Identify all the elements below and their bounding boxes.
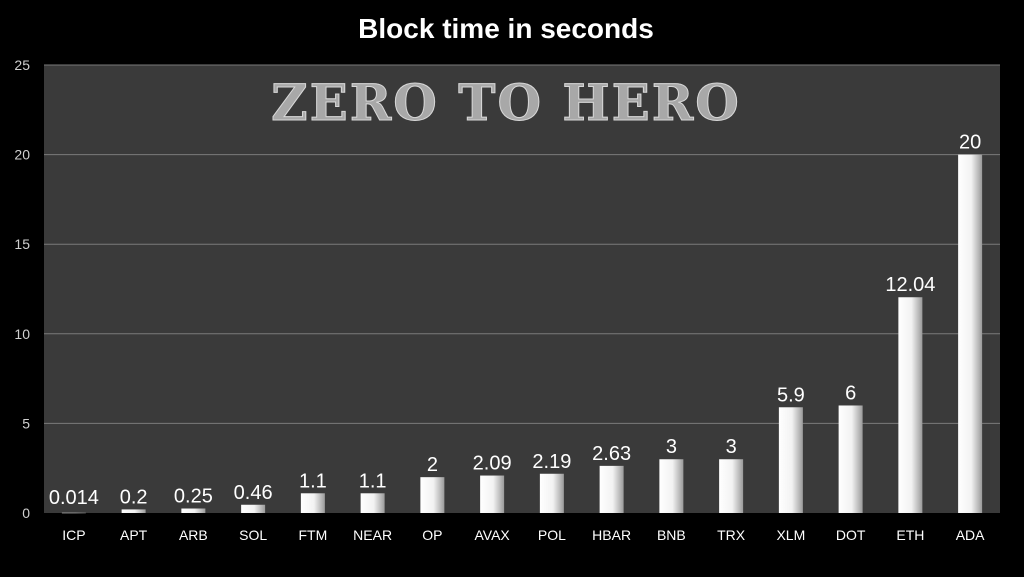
data-label: 20 [959, 132, 981, 154]
data-label: 2.19 [532, 451, 571, 473]
bar-apt [121, 509, 146, 513]
bar-xlm [778, 407, 803, 513]
data-label: 3 [666, 436, 677, 458]
watermark-logo-text: ZERO TO HERO [271, 73, 741, 132]
x-tick-label: ICP [62, 527, 85, 543]
gridlines [44, 64, 1000, 424]
bar-eth [898, 297, 923, 513]
x-tick-label: BNB [657, 527, 686, 543]
x-tick-label: ETH [896, 527, 924, 543]
y-axis-ticks: 0 5 10 15 20 25 [14, 57, 30, 521]
data-labels: 0.014 0.2 0.25 0.46 1.1 1.1 2 2.09 2.19 2.63 3 3 5.9… [49, 132, 981, 509]
x-tick-label: APT [120, 527, 148, 543]
data-label: 2.09 [473, 453, 512, 475]
data-label: 0.25 [174, 486, 213, 508]
data-label: 3 [726, 436, 737, 458]
bar-pol [539, 473, 564, 513]
bar-hbar [599, 465, 624, 513]
y-tick-label: 0 [22, 505, 30, 521]
data-label: 2 [427, 454, 438, 476]
x-tick-label: ADA [956, 527, 985, 543]
x-tick-label: ARB [179, 527, 208, 543]
data-label: 0.46 [234, 482, 273, 504]
data-label: 0.2 [120, 486, 148, 508]
x-tick-label: OP [422, 527, 442, 543]
chart-title: Block time in seconds [358, 13, 654, 44]
bar-near [360, 493, 385, 513]
x-tick-label: SOL [239, 527, 267, 543]
y-tick-label: 20 [14, 147, 30, 163]
bars [61, 154, 983, 514]
bar-ftm [300, 493, 325, 513]
bar-sol [241, 504, 266, 513]
bar-arb [181, 508, 206, 513]
y-tick-label: 15 [14, 236, 30, 252]
data-label: 12.04 [885, 274, 935, 296]
bar-icp [61, 512, 86, 514]
data-label: 1.1 [299, 470, 327, 492]
x-axis-ticks: ICP APT ARB SOL FTM NEAR OP AVAX POL HBAR BNB TRX XL… [62, 527, 985, 543]
bar-dot [838, 405, 863, 513]
bar-bnb [659, 459, 684, 513]
y-tick-label: 10 [14, 326, 30, 342]
x-tick-label: AVAX [474, 527, 510, 543]
x-tick-label: XLM [776, 527, 805, 543]
data-label: 5.9 [777, 384, 805, 406]
data-label: 1.1 [359, 470, 387, 492]
bar-op [420, 477, 445, 513]
bar-avax [480, 475, 505, 513]
y-tick-label: 5 [22, 415, 30, 431]
data-label: 2.63 [592, 443, 631, 465]
x-tick-label: DOT [836, 527, 866, 543]
x-tick-label: POL [538, 527, 566, 543]
x-tick-label: TRX [717, 527, 746, 543]
data-label: 6 [845, 382, 856, 404]
y-tick-label: 25 [14, 57, 30, 73]
bar-trx [719, 459, 744, 513]
x-tick-label: NEAR [353, 527, 392, 543]
bar-ada [958, 154, 983, 513]
x-tick-label: FTM [298, 527, 327, 543]
data-label: 0.014 [49, 487, 99, 509]
x-tick-label: HBAR [592, 527, 631, 543]
